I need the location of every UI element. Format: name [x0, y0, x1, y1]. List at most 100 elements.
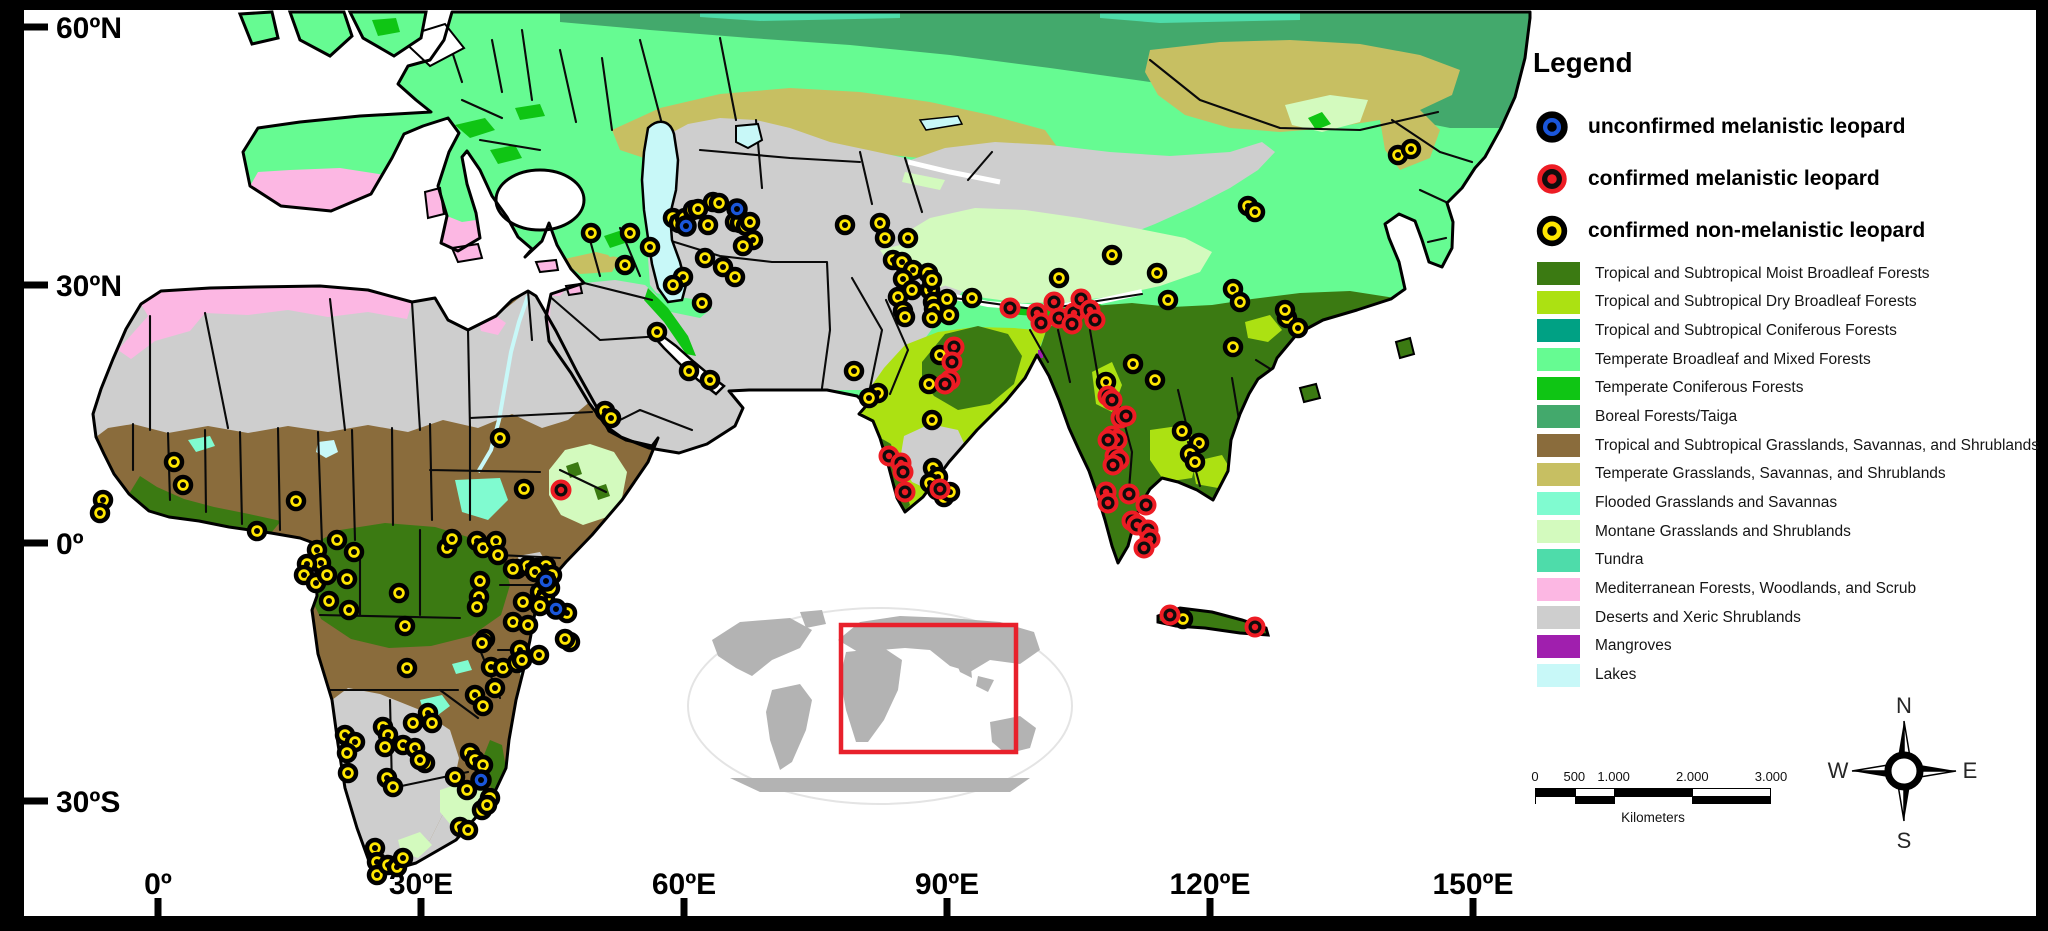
longitude-tick	[154, 898, 162, 916]
biome-label: Tropical and Subtropical Coniferous Fore…	[1595, 321, 1897, 339]
confirmed-non-melanistic-leopard-marker	[580, 222, 602, 244]
legend-item-label: unconfirmed melanistic leopard	[1588, 115, 1906, 138]
biome-legend-row-tundra: Tundra	[1537, 548, 2037, 572]
confirmed-non-melanistic-leopard-marker	[894, 306, 916, 328]
zagros-forest	[644, 288, 696, 356]
confirmed-non-melanistic-leopard-marker	[444, 766, 466, 788]
confirmed-melanistic-leopard-marker	[1101, 389, 1123, 411]
confirmed-non-melanistic-leopard-marker	[921, 269, 943, 291]
confirmed-non-melanistic-leopard-marker	[834, 214, 856, 236]
confirmed-non-melanistic-leopard-marker	[502, 558, 524, 580]
ireland-island	[237, 10, 280, 46]
confirmed-non-melanistic-leopard-marker	[1144, 369, 1166, 391]
biome-legend-row-temp_conif: Temperate Coniferous Forests	[1537, 376, 2037, 400]
biome-legend-row-desert: Deserts and Xeric Shrublands	[1537, 606, 2037, 630]
scale-bar-row	[1536, 796, 1770, 804]
confirmed-non-melanistic-leopard-marker	[513, 478, 535, 500]
biome-legend-row-flooded: Flooded Grasslands and Savannas	[1537, 491, 2037, 515]
scale-bar: 0 500 1.000 2.000 3.000 Kilometers	[1531, 769, 1787, 825]
confirmed-non-melanistic-leopard-marker	[409, 749, 431, 771]
biome-swatch-boreal	[1537, 405, 1580, 429]
confirmed-melanistic-leopard-marker	[1061, 313, 1083, 335]
legend-item-unconfirmed-melanistic-leopard: unconfirmed melanistic leopard	[1533, 101, 2038, 153]
legend-panel: Legend unconfirmed melanistic leopard con…	[1533, 47, 2038, 257]
confirmed-non-melanistic-leopard-marker	[699, 369, 721, 391]
crete-island	[534, 258, 560, 274]
latitude-tick	[24, 23, 48, 31]
scale-bar-segment	[1575, 789, 1614, 796]
tianshan-montane	[902, 172, 945, 190]
confirmed-non-melanistic-leopard-marker	[858, 387, 880, 409]
confirmed-melanistic-leopard-icon	[1537, 164, 1567, 194]
ethiopian-forest-patches	[566, 462, 610, 500]
confirmed-non-melanistic-leopard-marker	[1400, 138, 1422, 160]
biome-label: Temperate Coniferous Forests	[1595, 379, 1804, 397]
leopard-record-markers	[89, 138, 1422, 886]
confirmed-non-melanistic-leopard-marker	[89, 502, 111, 524]
confirmed-non-melanistic-leopard-marker	[517, 614, 539, 636]
scale-bar-graphic	[1535, 788, 1771, 804]
biome-legend-row-montane: Montane Grasslands and Shrublands	[1537, 520, 2037, 544]
legend-marker-items: unconfirmed melanistic leopard confirmed …	[1533, 101, 2038, 257]
longitude-label: 60ºE	[652, 868, 716, 901]
confirmed-non-melanistic-leopard-marker	[441, 528, 463, 550]
longitude-tick	[680, 898, 688, 916]
north-africa-mediterranean	[141, 286, 412, 319]
confirmed-non-melanistic-leopard-marker	[732, 235, 754, 257]
confirmed-non-melanistic-leopard-marker	[619, 222, 641, 244]
confirmed-non-melanistic-leopard-marker	[336, 568, 358, 590]
legend-title: Legend	[1533, 47, 1633, 78]
confirmed-non-melanistic-leopard-marker	[1101, 244, 1123, 266]
confirmed-non-melanistic-leopard-marker	[1157, 289, 1179, 311]
confirmed-non-melanistic-leopard-marker	[1274, 299, 1296, 321]
confirmed-non-melanistic-leopard-icon	[1536, 215, 1568, 247]
sudd-wetlands	[455, 478, 508, 520]
confirmed-non-melanistic-leopard-marker	[512, 591, 534, 613]
biome-label: Tropical and Subtropical Grasslands, Sav…	[1595, 436, 2040, 454]
unconfirmed-melanistic-leopard-icon	[1536, 111, 1568, 143]
scale-bar-segment	[1692, 797, 1770, 804]
confirmed-non-melanistic-leopard-marker	[471, 632, 493, 654]
scale-bar-numbers: 0 500 1.000 2.000 3.000	[1531, 769, 1787, 786]
confirmed-non-melanistic-leopard-marker	[485, 530, 507, 552]
confirmed-melanistic-leopard-marker	[894, 481, 916, 503]
longitude-label: 150ºE	[1432, 868, 1513, 901]
britain-island	[287, 10, 354, 58]
confirmed-non-melanistic-leopard-marker	[528, 644, 550, 666]
confirmed-non-melanistic-leopard-marker	[489, 427, 511, 449]
aral-sea	[735, 122, 764, 150]
confirmed-melanistic-leopard-marker	[1030, 312, 1052, 334]
guinea-forest	[129, 476, 281, 533]
latitude-label: 60ºN	[56, 12, 122, 45]
inset-north-america	[712, 618, 812, 676]
legend-item-confirmed-non-melanistic-leopard: confirmed non-melanistic leopard	[1533, 205, 2038, 257]
inset-world-map	[687, 607, 1073, 805]
confirmed-non-melanistic-leopard-marker	[421, 712, 443, 734]
biome-label: Deserts and Xeric Shrublands	[1595, 608, 1801, 626]
compass-east-label: E	[1963, 758, 1978, 783]
biome-swatch-trop_grass	[1537, 434, 1580, 458]
confirmed-non-melanistic-leopard-marker	[337, 762, 359, 784]
confirmed-non-melanistic-leopard-marker	[554, 628, 576, 650]
biome-swatch-flooded	[1537, 491, 1580, 515]
confirmed-melanistic-leopard-marker	[1084, 309, 1106, 331]
confirmed-non-melanistic-leopard-marker	[600, 407, 622, 429]
confirmed-non-melanistic-leopard-marker	[961, 287, 983, 309]
tibetan-plateau-montane	[897, 208, 1212, 303]
confirmed-non-melanistic-leopard-marker	[318, 590, 340, 612]
confirmed-non-melanistic-leopard-marker	[388, 582, 410, 604]
sahara-desert	[93, 286, 592, 437]
confirmed-melanistic-leopard-marker	[1133, 537, 1155, 559]
longitude-label: 120ºE	[1169, 868, 1250, 901]
confirmed-non-melanistic-leopard-marker	[511, 649, 533, 671]
latitude-tick	[24, 797, 48, 805]
biome-legend-row-mangrove: Mangroves	[1537, 634, 2037, 658]
unconfirmed-melanistic-leopard-marker	[726, 198, 748, 220]
scale-bar-tick-label: 1.000	[1597, 769, 1630, 784]
confirmed-non-melanistic-leopard-marker	[469, 570, 491, 592]
biome-swatch-temp_conif	[1537, 376, 1580, 400]
confirmed-melanistic-leopard-marker	[1118, 483, 1140, 505]
inset-continents	[712, 610, 1040, 792]
confirmed-non-melanistic-leopard-marker	[921, 307, 943, 329]
